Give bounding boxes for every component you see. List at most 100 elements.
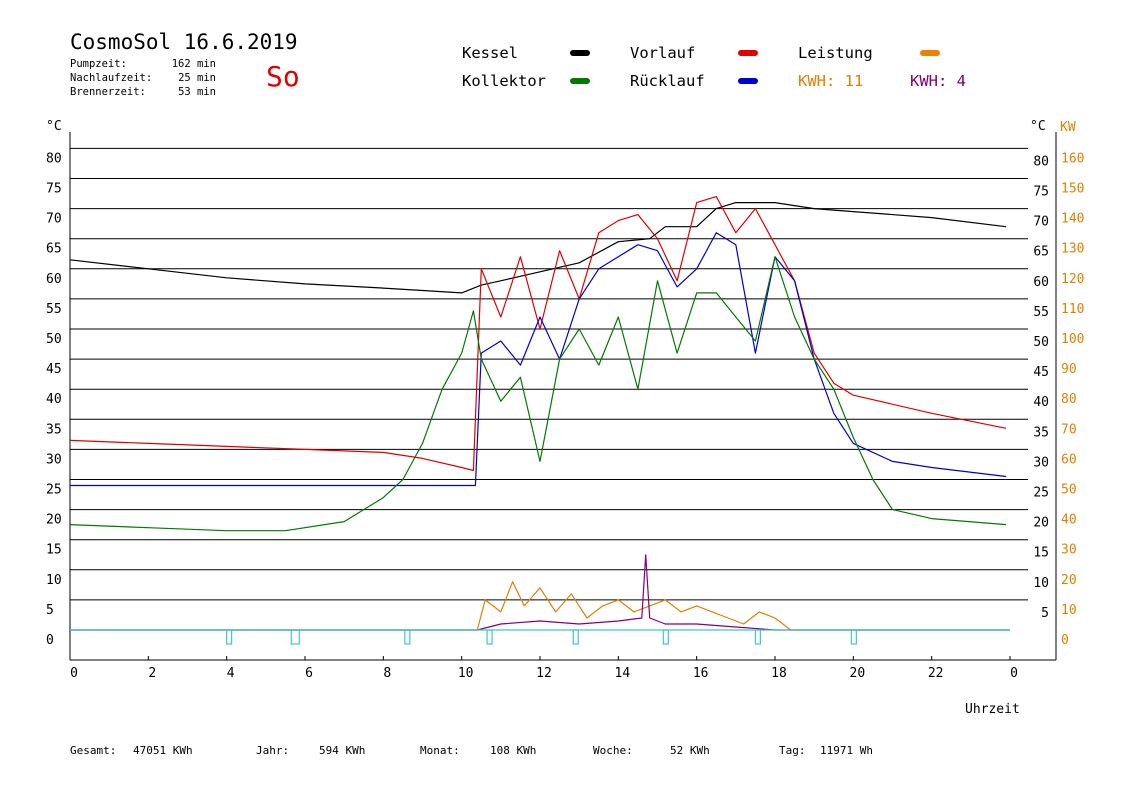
series-line-kollektor: [69, 256, 1007, 532]
x-axis-label: Uhrzeit: [965, 702, 1020, 717]
y-right-tick-label-c: 60: [1033, 275, 1049, 290]
y-left-tick-label: 80: [46, 151, 62, 166]
y-right-tick-label-kw: 20: [1061, 573, 1077, 588]
legend-ruecklauf-label: Rücklauf: [630, 72, 705, 90]
y-right-tick-label-kw: 150: [1061, 182, 1084, 197]
x-tick-label: 8: [383, 666, 391, 681]
y-left-tick-label: 15: [46, 543, 62, 558]
y-left-tick-label: 75: [46, 182, 62, 197]
stat-brennerzeit: Brennerzeit: 53 min: [70, 86, 216, 98]
legend-leistung-label: Leistung: [798, 44, 873, 62]
footer-monat-label: Monat:: [420, 744, 460, 757]
y-right-tick-label-kw: 160: [1061, 151, 1084, 166]
stat-value: 25 min: [178, 72, 216, 84]
x-tick-label: 10: [458, 666, 474, 681]
x-tick-label: 0: [70, 666, 78, 681]
x-tick-label: 12: [536, 666, 552, 681]
x-tick-label: 6: [305, 666, 313, 681]
y-right-tick-label-kw: 120: [1061, 272, 1084, 287]
series-line-r-cklauf: [70, 232, 1007, 487]
footer-monat-value: 108 KWh: [490, 744, 537, 757]
stat-value: 53 min: [178, 86, 216, 98]
legend-kessel-label: Kessel: [462, 44, 518, 62]
legend-ruecklauf-swatch: [738, 78, 758, 84]
x-tick-label: 18: [771, 666, 787, 681]
y-right-tick-label-kw: 60: [1061, 452, 1077, 467]
y-left-tick-label: 55: [46, 302, 62, 317]
pump-marker: [404, 629, 411, 645]
pump-marker: [572, 629, 579, 645]
legend-vorlauf-swatch: [738, 50, 758, 56]
y-right-tick-label-c: 30: [1033, 455, 1049, 470]
pump-marker: [754, 629, 761, 645]
stat-nachlaufzeit: Nachlaufzeit: 25 min: [70, 72, 216, 84]
y-right-tick-label-kw: 80: [1061, 392, 1077, 407]
legend-kollektor-swatch: [570, 78, 590, 84]
y-right-tick-label-c: 5: [1041, 606, 1049, 621]
y-right-tick-label-c: 70: [1033, 215, 1049, 230]
legend-kessel-swatch: [570, 50, 590, 56]
y-right-tick-label-kw: 90: [1061, 362, 1077, 377]
x-tick-label: 14: [615, 666, 631, 681]
y-right-tick-label-c: 55: [1033, 305, 1049, 320]
y-right-tick-label-kw: 100: [1061, 332, 1084, 347]
pump-marker: [486, 629, 493, 645]
stat-label: Nachlaufzeit:: [70, 72, 153, 84]
y-left-tick-label: 10: [46, 573, 62, 588]
y-left-tick-label: 70: [46, 212, 62, 227]
pump-marker: [662, 629, 669, 645]
footer-tag-value: 11971 Wh: [820, 744, 873, 757]
y-right-tick-label-kw: 50: [1061, 483, 1077, 498]
y-right-tick-label-c: 35: [1033, 425, 1049, 440]
pump-marker: [290, 629, 300, 645]
y-left-tick-label: 40: [46, 392, 62, 407]
y-right-tick-label-c: 10: [1033, 576, 1049, 591]
x-tick-label: 16: [693, 666, 709, 681]
y-left-tick-label: 20: [46, 513, 62, 528]
y-left-tick-label: 50: [46, 332, 62, 347]
y-left-tick-label: 5: [46, 603, 54, 618]
series-line-vorlauf: [69, 196, 1007, 472]
y-right-tick-label-c: 65: [1033, 245, 1049, 260]
x-tick-label: 4: [227, 666, 235, 681]
series-line-kwh-purple: [70, 554, 1010, 631]
y-right-tick-label-c: 15: [1033, 546, 1049, 561]
y-left-tick-label: 30: [46, 452, 62, 467]
legend-vorlauf-label: Vorlauf: [630, 44, 696, 62]
y-right-unit-c: °C: [1030, 119, 1046, 134]
y-right-tick-label-kw: 140: [1061, 212, 1084, 227]
footer-gesamt-value: 47051 KWh: [133, 744, 193, 757]
y-left-tick-label: 45: [46, 362, 62, 377]
y-right-tick-label-kw: 30: [1061, 543, 1077, 558]
legend-kwh-purple: KWH: 4: [910, 72, 966, 90]
mode-indicator: So: [266, 60, 300, 93]
y-right-tick-label-kw: 40: [1061, 513, 1077, 528]
pump-marker: [226, 629, 233, 645]
y-right-tick-label-c: 20: [1033, 516, 1049, 531]
legend-leistung-swatch: [920, 50, 940, 56]
series-line-kessel: [69, 202, 1007, 294]
y-right-tick-label-kw: 110: [1061, 302, 1084, 317]
pump-marker: [850, 629, 857, 645]
chart-title: CosmoSol 16.6.2019: [70, 30, 298, 54]
y-right-tick-label-kw: 70: [1061, 422, 1077, 437]
stat-label: Pumpzeit:: [70, 58, 127, 70]
y-right-tick-label-c: 40: [1033, 395, 1049, 410]
y-right-tick-label-kw: 0: [1061, 633, 1069, 648]
x-tick-label: 2: [148, 666, 156, 681]
y-right-tick-label-kw: 130: [1061, 242, 1084, 257]
y-right-tick-label-c: 75: [1033, 185, 1049, 200]
series-line-leistung: [70, 581, 1010, 631]
x-tick-label: 20: [850, 666, 866, 681]
x-tick-label: 22: [928, 666, 944, 681]
footer-tag-label: Tag:: [779, 744, 806, 757]
footer-jahr-value: 594 KWh: [319, 744, 366, 757]
footer-gesamt-label: Gesamt:: [70, 744, 117, 757]
stat-pumpzeit: Pumpzeit: 162 min: [70, 58, 216, 70]
legend-kwh-orange: KWH: 11: [798, 72, 864, 90]
y-left-tick-label: 0: [46, 633, 54, 648]
y-left-tick-label: 25: [46, 483, 62, 498]
y-right-tick-label-c: 50: [1033, 335, 1049, 350]
footer-woche-label: Woche:: [593, 744, 633, 757]
